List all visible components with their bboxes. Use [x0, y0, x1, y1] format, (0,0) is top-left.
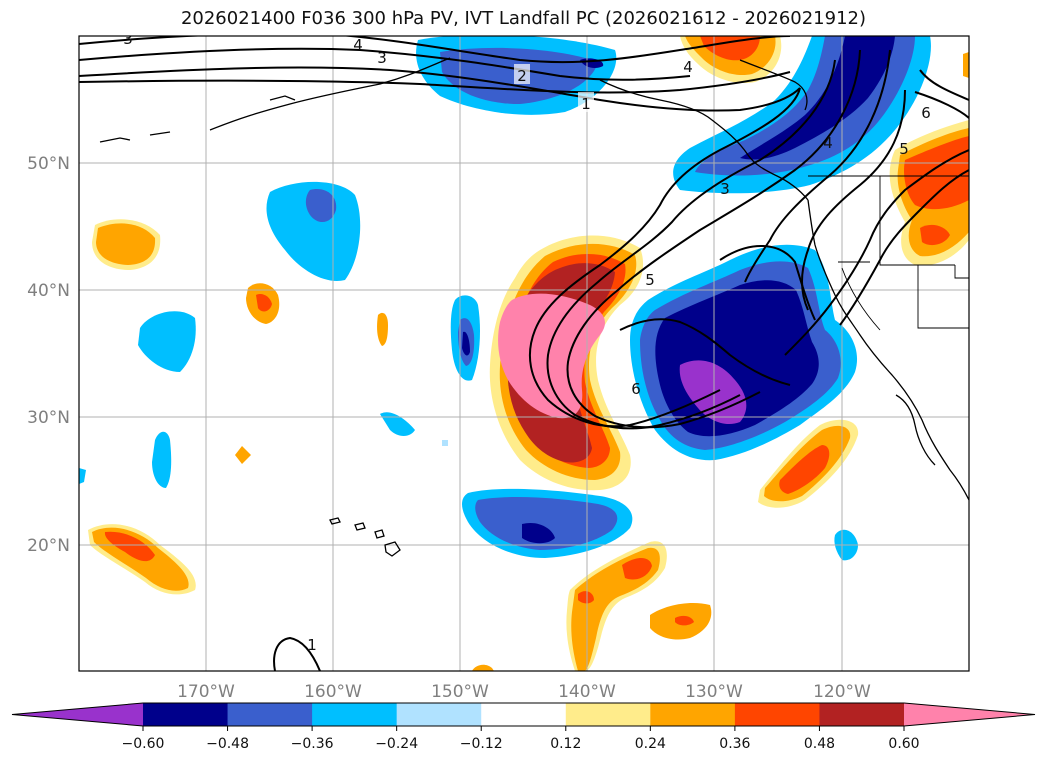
positive-pv-anomaly-small [88, 219, 859, 671]
svg-text:4: 4 [683, 58, 693, 76]
gridlines [79, 36, 969, 671]
svg-text:3: 3 [377, 49, 387, 67]
colorbar-tick-labels: −0.60 −0.48 −0.36 −0.24 −0.12 0.12 0.24 0.36 0.4… [122, 726, 920, 752]
colorbar-segment [734, 703, 820, 726]
colorbar-segment [396, 703, 482, 726]
svg-text:6: 6 [921, 104, 931, 122]
svg-text:4: 4 [353, 36, 363, 54]
colorbar-tick-label: −0.48 [206, 736, 249, 752]
latitude-labels: 50°N 40°N 30°N 20°N [27, 154, 70, 556]
colorbar-tick-label: 0.48 [804, 736, 835, 752]
lat-label-40n: 40°N [27, 281, 70, 301]
colorbar-segment [227, 703, 313, 726]
colorbar-tick-label: −0.60 [122, 736, 165, 752]
colorbar-extend-min [12, 703, 143, 726]
colorbar-tick-label: −0.24 [375, 736, 418, 752]
svg-text:1: 1 [307, 636, 317, 654]
svg-text:4: 4 [823, 134, 833, 152]
colorbar-tick-label: −0.36 [291, 736, 334, 752]
lat-label-20n: 20°N [27, 536, 70, 556]
lon-label-160w: 160°W [304, 682, 362, 702]
colorbar-segment [565, 703, 651, 726]
svg-text:1: 1 [581, 95, 591, 113]
svg-text:3: 3 [123, 30, 133, 48]
svg-text:2: 2 [517, 67, 527, 85]
colorbar-extend-max [904, 703, 1035, 726]
pv-contour-labels: 2 1 3 3 4 4 4 3 5 6 5 6 1 [123, 30, 931, 654]
negative-pv-anomaly-hawaii [462, 488, 633, 558]
colorbar-tick-label: 0.24 [635, 736, 666, 752]
svg-text:6: 6 [631, 380, 641, 398]
svg-text:3: 3 [720, 180, 730, 198]
lat-label-30n: 30°N [27, 408, 70, 428]
negative-pv-anomaly-canada [673, 36, 931, 194]
lat-label-50n: 50°N [27, 154, 70, 174]
colorbar-tick-label: 0.36 [719, 736, 750, 752]
negative-pv-anomaly-small [79, 181, 858, 561]
colorbar-tick-label: 0.60 [888, 736, 919, 752]
lon-label-140w: 140°W [558, 682, 616, 702]
colorbar-tick-label: −0.12 [460, 736, 503, 752]
colorbar-segment [312, 703, 398, 726]
svg-text:5: 5 [899, 140, 909, 158]
lon-label-170w: 170°W [177, 682, 235, 702]
map-title: 2026021400 F036 300 hPa PV, IVT Landfall… [180, 8, 867, 29]
colorbar: −0.60 −0.48 −0.36 −0.24 −0.12 0.12 0.24 0.36 0.4… [11, 702, 1036, 752]
lon-label-150w: 150°W [431, 682, 489, 702]
lon-label-120w: 120°W [813, 682, 871, 702]
lon-label-130w: 130°W [685, 682, 743, 702]
plot-frame [78, 35, 970, 672]
colorbar-tick-label: 0.12 [550, 736, 581, 752]
colorbar-segments [11, 702, 1036, 727]
colorbar-segment [143, 703, 229, 726]
pv-contours [79, 36, 969, 671]
longitude-labels: 170°W 160°W 150°W 140°W 130°W 120°W [177, 682, 871, 702]
svg-text:5: 5 [645, 271, 655, 289]
colorbar-segment [819, 703, 905, 726]
colorbar-segment [481, 703, 567, 726]
colorbar-segment [650, 703, 736, 726]
